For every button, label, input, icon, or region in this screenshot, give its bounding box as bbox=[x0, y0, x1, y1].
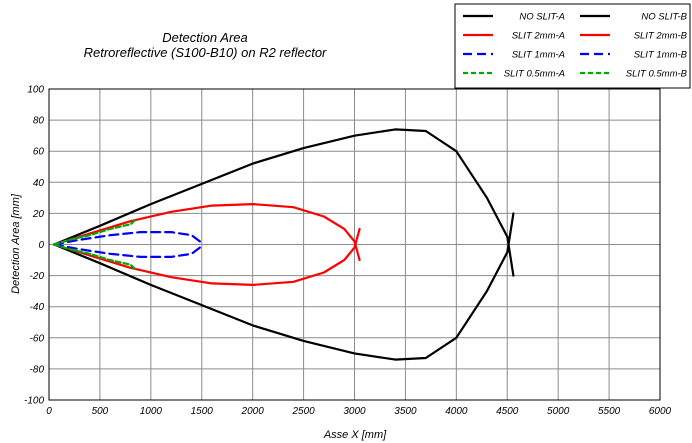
x-tick-label: 4000 bbox=[445, 406, 468, 417]
y-tick-label: 0 bbox=[38, 240, 44, 251]
legend-box bbox=[454, 3, 691, 89]
x-axis-label: Asse X [mm] bbox=[323, 429, 387, 441]
y-tick-label: 20 bbox=[32, 209, 45, 220]
x-tick-label: 500 bbox=[92, 406, 109, 417]
y-tick-label: 80 bbox=[33, 116, 45, 127]
y-tick-label: -20 bbox=[30, 271, 45, 282]
x-tick-label: 0 bbox=[46, 406, 52, 417]
series-line-slit-0-5mm-b bbox=[52, 243, 137, 271]
x-tick-label: 1500 bbox=[191, 406, 214, 417]
plot-border bbox=[48, 88, 661, 401]
legend-label-no-slit-b: NO SLIT-B bbox=[641, 12, 687, 23]
x-tick-label: 5500 bbox=[598, 406, 621, 417]
legend-label-no-slit-a: NO SLIT-A bbox=[519, 12, 565, 23]
legend-label-slit-1mm-b: SLIT 1mm-B bbox=[634, 50, 688, 61]
series-line-no-slit-b bbox=[52, 212, 515, 361]
x-tick-label: 3500 bbox=[394, 406, 417, 417]
y-tick-label: -80 bbox=[30, 364, 45, 375]
y-tick-labels: 100 80 60 40 20 0 -20 -40 -60 -80 -100 bbox=[24, 85, 44, 407]
x-tick-label: 2500 bbox=[291, 406, 315, 417]
x-tick-label: 2000 bbox=[241, 406, 265, 417]
series-line-slit-2mm-b bbox=[52, 227, 361, 286]
y-tick-label: -60 bbox=[30, 333, 45, 344]
series-layer bbox=[52, 128, 515, 361]
series-line-slit-0-5mm-a bbox=[52, 218, 137, 246]
x-tick-label: 1000 bbox=[140, 406, 163, 417]
y-axis-label: Detection Area [mm] bbox=[10, 193, 22, 294]
x-tick-label: 5000 bbox=[547, 406, 570, 417]
legend-label-slit-2mm-a: SLIT 2mm-A bbox=[512, 31, 565, 42]
chart-title-line2: Retroreflective (S100-B10) on R2 reflect… bbox=[84, 45, 327, 60]
legend-label-slit-0-5mm-b: SLIT 0.5mm-B bbox=[626, 69, 688, 80]
y-tick-label: -100 bbox=[24, 396, 44, 407]
y-tick-label: 40 bbox=[33, 178, 45, 189]
x-tick-labels: 0 500 1000 1500 2000 2500 3000 3500 4000 4500 5000… bbox=[46, 406, 671, 417]
y-tick-label: -40 bbox=[30, 302, 45, 313]
y-tick-label: 60 bbox=[33, 147, 45, 158]
series-line-slit-1mm-a bbox=[52, 231, 203, 246]
legend-label-slit-2mm-b: SLIT 2mm-B bbox=[634, 31, 688, 42]
series-line-no-slit-a bbox=[52, 128, 515, 277]
x-tick-label: 6000 bbox=[649, 406, 672, 417]
series-line-slit-2mm-a bbox=[52, 203, 361, 262]
x-tick-label: 4500 bbox=[496, 406, 519, 417]
y-tick-label: 100 bbox=[27, 85, 44, 96]
legend-label-slit-1mm-a: SLIT 1mm-A bbox=[512, 50, 565, 61]
chart-title-line1: Detection Area bbox=[162, 30, 248, 45]
legend: NO SLIT-A NO SLIT-B SLIT 2mm-A SLIT 2mm-B SL… bbox=[454, 3, 691, 89]
legend-label-slit-0-5mm-a: SLIT 0.5mm-A bbox=[504, 69, 565, 80]
x-tick-label: 3000 bbox=[343, 406, 366, 417]
series-line-slit-1mm-b bbox=[52, 243, 203, 258]
